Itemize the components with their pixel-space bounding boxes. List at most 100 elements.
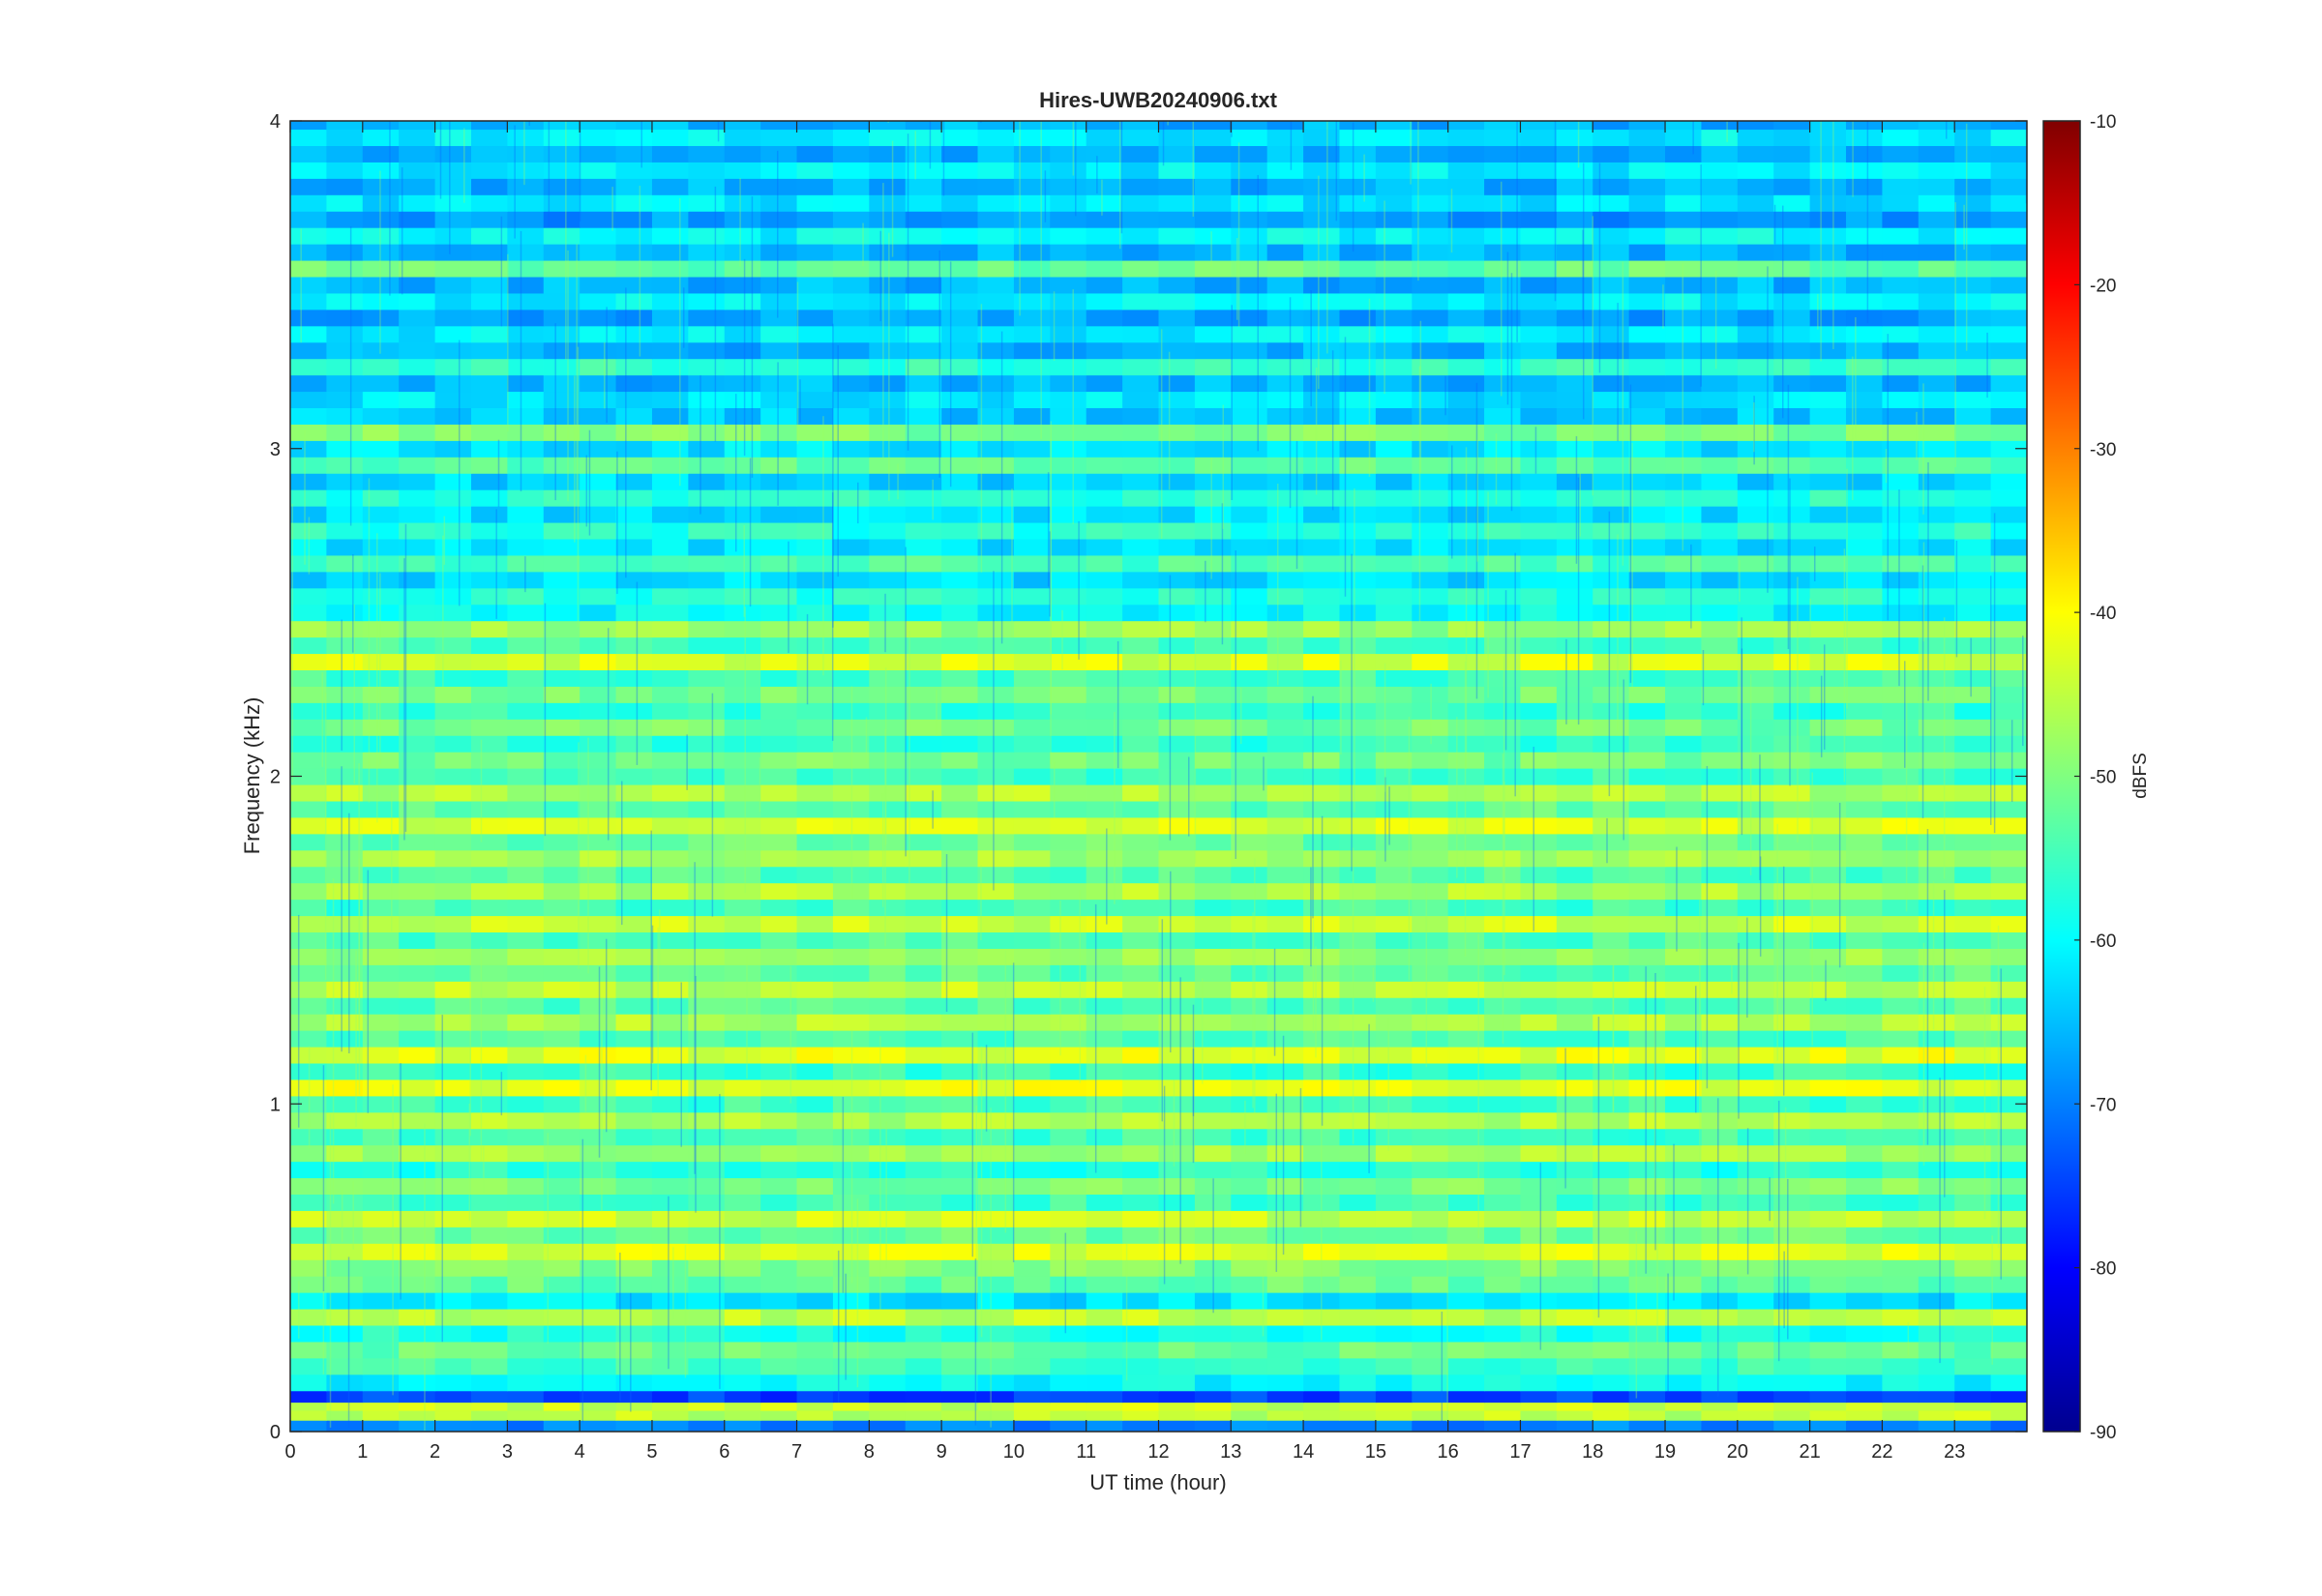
- spectrogram-cell: [1593, 1409, 1630, 1421]
- spectrogram-cell: [1556, 407, 1593, 425]
- spectrogram-cell: [1990, 1409, 2027, 1421]
- spectrogram-cell: [1882, 882, 1920, 901]
- spectrogram-streak: [700, 374, 701, 515]
- spectrogram-cell: [326, 506, 364, 523]
- spectrogram-cell: [1701, 473, 1739, 490]
- spectrogram-cell: [1231, 506, 1268, 523]
- spectrogram-cell: [1990, 1341, 2027, 1359]
- spectrogram-cell: [1375, 1357, 1413, 1375]
- spectrogram-cell: [1266, 1276, 1304, 1293]
- spectrogram-cell: [1194, 1111, 1232, 1130]
- spectrogram-cell: [615, 1030, 653, 1048]
- spectrogram-cell: [507, 194, 545, 212]
- spectrogram-cell: [543, 309, 580, 327]
- spectrogram-streak: [832, 323, 834, 628]
- spectrogram-cell: [1990, 636, 2027, 655]
- spectrogram-cell: [1447, 178, 1485, 195]
- spectrogram-cell: [1593, 457, 1630, 474]
- spectrogram-cell: [1086, 833, 1123, 851]
- spectrogram-cell: [1556, 1144, 1593, 1163]
- spectrogram-cell: [1701, 1259, 1739, 1277]
- spectrogram-cell: [1918, 899, 1955, 917]
- spectrogram-cell: [1303, 1341, 1341, 1359]
- spectrogram-cell: [399, 653, 436, 671]
- spectrogram-cell: [1266, 457, 1304, 474]
- spectrogram-cell: [434, 521, 472, 540]
- spectrogram-cell: [1412, 1014, 1449, 1031]
- spectrogram-cell: [1266, 915, 1304, 933]
- spectrogram-cell: [905, 1276, 942, 1293]
- spectrogram-cell: [1231, 1030, 1268, 1048]
- spectrogram-streak: [1441, 1312, 1444, 1426]
- spectrogram-cell: [580, 752, 617, 769]
- spectrogram-cell: [543, 1062, 580, 1080]
- spectrogram-cell: [1520, 121, 1558, 131]
- spectrogram-cell: [1737, 407, 1774, 425]
- spectrogram-cell: [1339, 816, 1377, 835]
- spectrogram-cell: [399, 145, 436, 163]
- spectrogram-cell: [1158, 702, 1196, 720]
- spectrogram-cell: [434, 1402, 472, 1411]
- spectrogram-cell: [1194, 866, 1232, 884]
- spectrogram-cell: [1773, 1420, 1811, 1432]
- spectrogram-cell: [1520, 440, 1558, 458]
- spectrogram-cell: [290, 276, 327, 294]
- spectrogram-cell: [1701, 1128, 1739, 1146]
- spectrogram-cell: [1158, 915, 1196, 933]
- spectrogram-cell: [399, 1210, 436, 1227]
- spectrogram-cell: [399, 735, 436, 753]
- spectrogram-cell: [1882, 1341, 1920, 1359]
- spectrogram-cell: [1484, 1194, 1522, 1211]
- spectrogram-cell: [580, 162, 617, 179]
- spectrogram-cell: [1303, 424, 1341, 441]
- spectrogram-cell: [1954, 1292, 1992, 1310]
- spectrogram-cell: [580, 981, 617, 998]
- spectrogram-cell: [1882, 620, 1920, 638]
- spectrogram-cell: [1303, 1324, 1341, 1343]
- spectrogram-cell: [1918, 162, 1955, 179]
- spectrogram-cell: [1266, 489, 1304, 507]
- spectrogram-cell: [1484, 948, 1522, 965]
- spectrogram-cell: [832, 1324, 870, 1343]
- spectrogram-cell: [1737, 1210, 1774, 1227]
- spectrogram-cell: [1158, 636, 1196, 655]
- spectrogram-cell: [580, 259, 617, 278]
- spectrogram-cell: [1339, 587, 1377, 606]
- spectrogram-cell: [580, 1227, 617, 1244]
- spectrogram-cell: [1882, 915, 1920, 933]
- spectrogram-cell: [580, 276, 617, 294]
- spectrogram-cell: [615, 391, 653, 409]
- spectrogram-cell: [651, 1227, 689, 1244]
- spectrogram-cell: [615, 506, 653, 523]
- spectrogram-streak: [1004, 951, 1007, 1233]
- spectrogram-cell: [615, 833, 653, 851]
- spectrogram-cell: [905, 1128, 942, 1146]
- spectrogram-cell: [1447, 211, 1485, 228]
- spectrogram-cell: [1809, 866, 1847, 884]
- spectrogram-cell: [1556, 121, 1593, 131]
- spectrogram-cell: [1918, 325, 1955, 343]
- spectrogram-cell: [977, 276, 1015, 294]
- spectrogram-cell: [434, 440, 472, 458]
- spectrogram-cell: [1556, 391, 1593, 409]
- spectrogram-cell: [796, 391, 834, 409]
- spectrogram-cell: [760, 1161, 798, 1179]
- spectrogram-cell: [615, 571, 653, 589]
- spectrogram-cell: [869, 899, 907, 917]
- spectrogram-cell: [1665, 1079, 1703, 1097]
- spectrogram-cell: [1628, 816, 1666, 835]
- spectrogram-streak: [439, 121, 442, 199]
- spectrogram-cell: [362, 1144, 400, 1163]
- spectrogram-cell: [1846, 636, 1884, 655]
- spectrogram-cell: [796, 783, 834, 802]
- spectrogram-cell: [1266, 1409, 1304, 1421]
- spectrogram-cell: [760, 244, 798, 261]
- spectrogram-cell: [1122, 457, 1160, 474]
- spectrogram-cell: [290, 587, 327, 606]
- spectrogram-cell: [1375, 538, 1413, 556]
- spectrogram-cell: [1665, 669, 1703, 687]
- spectrogram-cell: [977, 768, 1015, 785]
- spectrogram-cell: [1447, 473, 1485, 490]
- spectrogram-cell: [832, 1210, 870, 1227]
- spectrogram-cell: [470, 604, 508, 622]
